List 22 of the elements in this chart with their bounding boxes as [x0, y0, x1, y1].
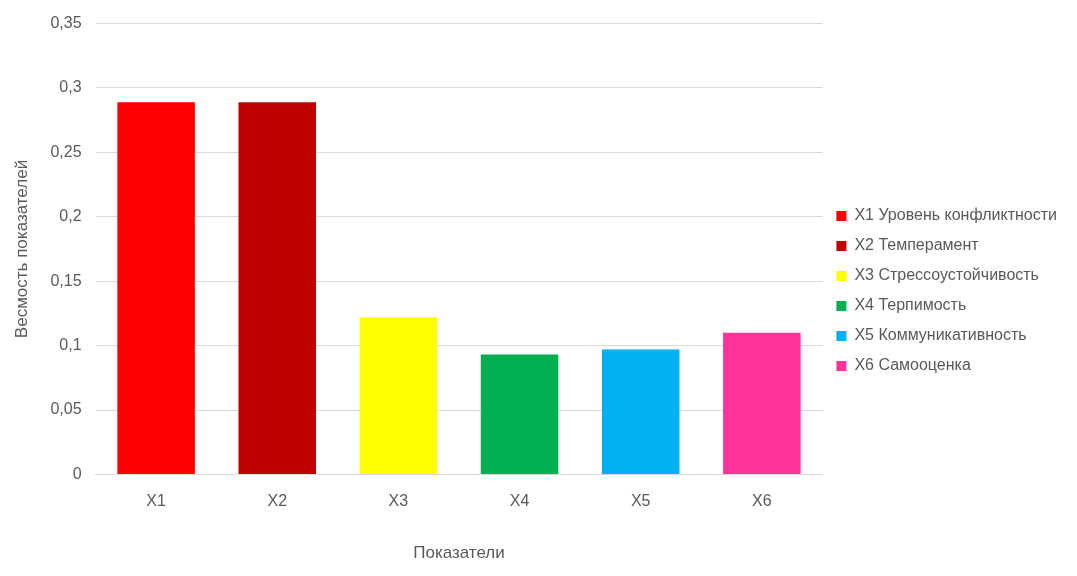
y-tick-label: 0,35 — [50, 14, 82, 32]
legend-label: X5 Коммуникативность — [854, 326, 1027, 344]
x-tick-label: X4 — [509, 492, 530, 510]
x-tick-label: X5 — [630, 492, 651, 510]
x-tick-label: X2 — [267, 492, 288, 510]
y-tick-label: 0,15 — [50, 271, 82, 289]
y-tick-label: 0 — [72, 464, 82, 482]
legend-label: X3 Стрессоустойчивость — [854, 266, 1039, 284]
y-tick-label: 0,2 — [59, 207, 82, 225]
y-tick-label: 0,1 — [59, 336, 82, 354]
y-tick-label: 0,25 — [50, 142, 82, 160]
x-tick-label: X1 — [146, 492, 166, 510]
x-axis-title: Показатели — [413, 543, 505, 563]
y-axis-title: Весмость показателей — [11, 159, 31, 339]
y-tick-label: 0,3 — [59, 78, 82, 96]
x-tick-label: X3 — [388, 492, 409, 510]
legend-label: X6 Самооценка — [854, 356, 971, 374]
x-tick-label: X6 — [752, 492, 772, 510]
y-tick-label: 0,05 — [50, 400, 82, 418]
legend-label: X4 Терпимость — [854, 296, 967, 314]
legend-label: X2 Темперамент — [854, 236, 980, 254]
legend-label: X1 Уровень конфликтности — [854, 206, 1058, 224]
